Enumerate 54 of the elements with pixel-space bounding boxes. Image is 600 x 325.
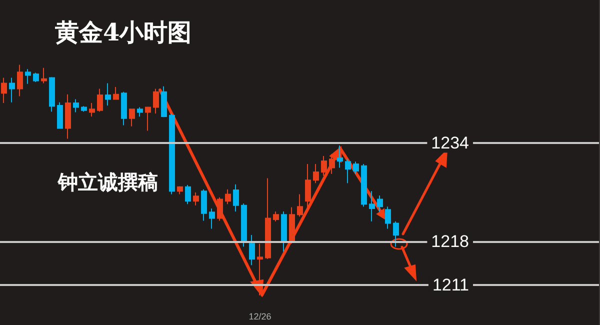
candlestick [201, 188, 207, 222]
candlestick [137, 106, 143, 118]
candlestick [17, 64, 23, 97]
candlestick [313, 164, 319, 184]
candlestick [385, 206, 391, 230]
candlestick [121, 91, 127, 126]
y-tick-label: 1211 [432, 275, 469, 294]
candlestick [217, 196, 223, 222]
candlestick [353, 161, 359, 174]
candlestick [393, 220, 399, 248]
text: 黄金4小时图 [54, 18, 192, 46]
candlestick [9, 77, 15, 103]
candlestick [193, 192, 199, 206]
candlestick [161, 86, 167, 118]
candlestick [49, 76, 55, 112]
candlestick [145, 106, 151, 132]
candlestick [81, 106, 87, 112]
candlestick [57, 102, 63, 129]
candlestick [289, 206, 295, 244]
candlestick [345, 158, 351, 184]
annotation: 钟立诚撰稿 [57, 170, 158, 194]
candlestick [177, 186, 183, 195]
candlestick [233, 184, 239, 212]
candlestick [89, 102, 95, 118]
candlestick [257, 243, 263, 296]
candlestick [33, 72, 39, 83]
candlestick [25, 68, 31, 84]
candlestick [1, 77, 7, 104]
candlestick [241, 203, 247, 248]
candlestick [153, 88, 159, 114]
candlestick [41, 67, 47, 84]
candlestick [185, 184, 191, 205]
candlestick [97, 88, 103, 112]
candlestick [225, 188, 231, 205]
y-tick-label: 1218 [431, 232, 469, 252]
candlestick [169, 112, 175, 195]
candlestick [73, 98, 79, 113]
candlestick [249, 234, 255, 266]
candlestick [361, 164, 367, 208]
candlestick [209, 208, 215, 230]
candlestick [369, 190, 375, 222]
candlestick [273, 211, 279, 222]
candlestick [105, 82, 111, 106]
candlestick [297, 194, 303, 217]
candlestick [329, 154, 335, 174]
candlestick [321, 156, 327, 176]
candlestick [129, 108, 135, 127]
x-tick-label: 12/26 [248, 312, 272, 322]
candlestick [305, 164, 311, 210]
candlestick [281, 211, 287, 252]
candlestick [113, 86, 119, 100]
y-tick-label: 1234 [431, 134, 469, 153]
candlestick [65, 94, 71, 140]
candlestick [265, 178, 271, 260]
